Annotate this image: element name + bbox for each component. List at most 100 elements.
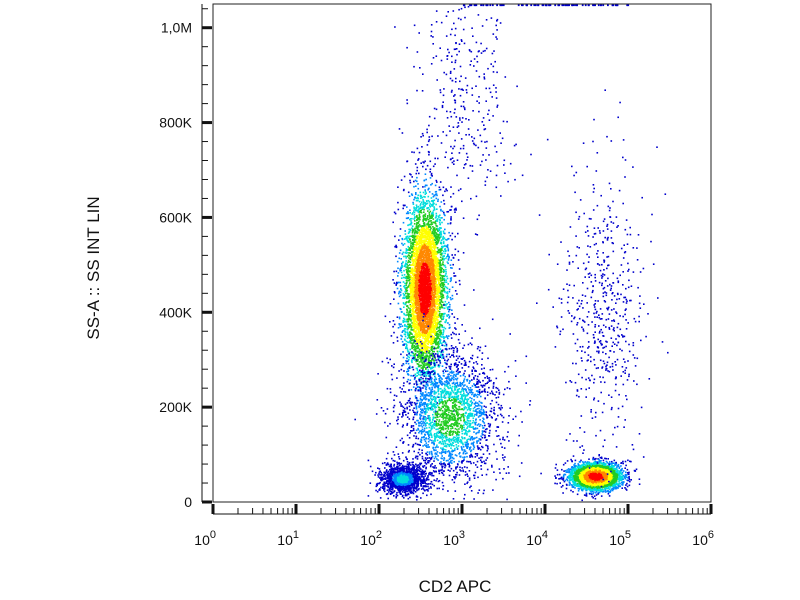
event-dot (414, 375, 417, 378)
event-dot (407, 191, 410, 194)
event-dot (409, 331, 412, 334)
event-dot (446, 255, 448, 258)
event-dot (427, 278, 429, 281)
event-dot (419, 339, 422, 341)
event-dot (429, 367, 432, 369)
event-dot (416, 335, 418, 337)
event-dot (427, 300, 429, 302)
event-dot (412, 293, 414, 295)
event-dot (426, 207, 428, 209)
event-dot (409, 181, 412, 184)
event-dot (437, 373, 440, 376)
event-dot (434, 325, 437, 327)
event-dot (447, 237, 450, 240)
event-dot (423, 206, 425, 208)
event-dot (432, 272, 435, 274)
event-dot (428, 257, 430, 259)
event-dot (409, 337, 411, 340)
event-dot (442, 356, 444, 358)
event-dot (415, 254, 418, 257)
event-dot (435, 214, 438, 217)
event-dot (428, 230, 430, 232)
event-dot (419, 225, 422, 227)
event-dot (424, 357, 426, 359)
event-dot (438, 296, 441, 298)
event-dot (426, 334, 429, 337)
event-dot (403, 329, 405, 332)
event-dot (405, 249, 408, 252)
event-dot (414, 275, 417, 277)
event-dot (446, 294, 449, 297)
event-dot (433, 318, 435, 321)
event-dot (433, 298, 435, 300)
event-dot (439, 308, 441, 310)
event-dot (424, 311, 426, 314)
event-dot (408, 295, 410, 298)
event-dot (422, 297, 425, 299)
event-dot (413, 218, 415, 220)
event-dot (421, 306, 423, 309)
event-dot (441, 267, 444, 270)
event-dot (442, 232, 445, 234)
event-dot (413, 345, 416, 348)
event-dot (408, 257, 410, 259)
event-dot (428, 296, 431, 298)
event-dot (448, 315, 451, 318)
event-dot (411, 361, 413, 364)
event-dot (405, 263, 408, 265)
event-dot (431, 205, 433, 207)
event-dot (418, 269, 421, 272)
event-dot (409, 229, 412, 232)
event-dot (431, 327, 433, 330)
event-dot (412, 283, 415, 285)
event-dot (419, 300, 422, 302)
event-dot (424, 202, 427, 204)
event-dot (417, 211, 420, 213)
event-dot (440, 241, 443, 244)
event-dot (402, 281, 405, 283)
event-dot (418, 348, 421, 351)
event-dot (417, 183, 419, 185)
event-dot (428, 223, 431, 226)
event-dot (418, 334, 421, 336)
event-dot (433, 288, 435, 291)
event-dot (409, 333, 411, 335)
event-dot (439, 274, 441, 276)
event-dot (424, 363, 426, 365)
event-dot (415, 338, 417, 341)
event-dot (436, 308, 439, 311)
event-dot (437, 340, 440, 343)
event-dot (428, 366, 431, 369)
event-dot (435, 237, 437, 239)
event-dot (416, 328, 418, 331)
event-dot (427, 140, 430, 143)
event-dot (440, 248, 443, 250)
event-dot (408, 351, 411, 354)
event-dot (421, 308, 423, 311)
event-dot (417, 290, 419, 292)
event-dot (420, 288, 423, 291)
event-dot (432, 300, 435, 302)
event-dot (429, 203, 431, 205)
event-dot (424, 350, 426, 352)
event-dot (409, 239, 411, 241)
event-dot (417, 310, 420, 312)
event-dot (433, 234, 435, 236)
event-dot (433, 299, 435, 301)
event-dot (422, 348, 425, 351)
event-dot (395, 283, 398, 285)
event-dot (412, 319, 415, 321)
event-dot (421, 282, 423, 285)
event-dot (424, 274, 426, 276)
event-dot (437, 215, 440, 217)
event-dot (437, 326, 439, 329)
event-dot (439, 331, 442, 333)
event-dot (424, 190, 427, 193)
event-dot (422, 367, 424, 370)
event-dot (441, 263, 444, 265)
event-dot (433, 350, 435, 353)
event-dot (424, 237, 427, 239)
event-dot (424, 288, 427, 290)
event-dot (401, 253, 404, 255)
event-dot (425, 246, 428, 249)
